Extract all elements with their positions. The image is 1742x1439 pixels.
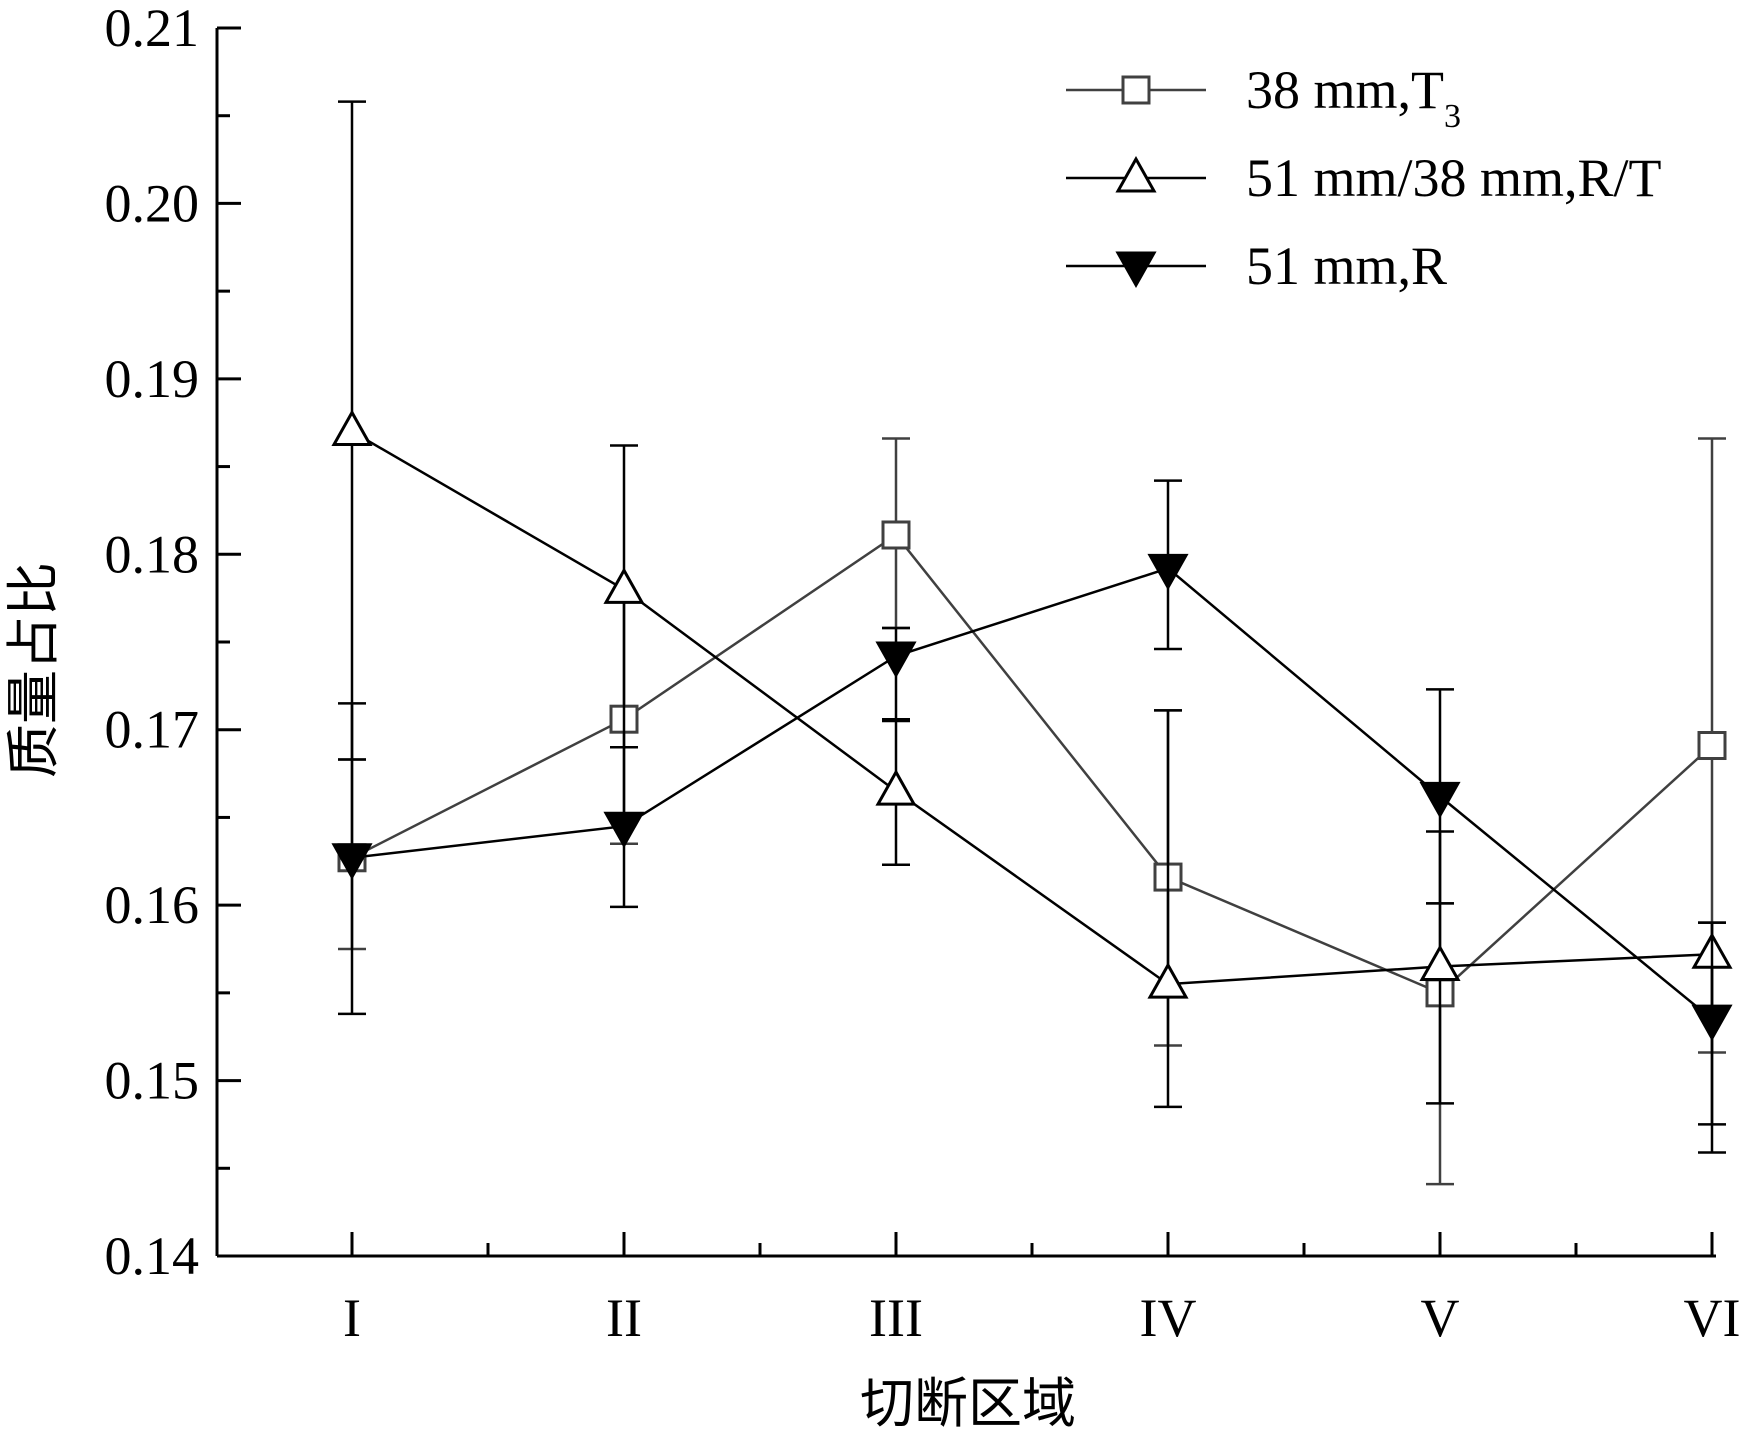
y-tick-label: 0.21 bbox=[105, 0, 200, 58]
series-layer bbox=[331, 100, 1733, 1186]
data-point bbox=[875, 641, 917, 679]
data-point bbox=[331, 843, 373, 880]
series-line bbox=[351, 430, 1713, 986]
x-tick-label: IV bbox=[1140, 1288, 1197, 1348]
x-tick-label: III bbox=[869, 1288, 923, 1348]
axes: 0.140.150.160.170.180.190.200.21I II III IV… bbox=[105, 0, 1741, 1348]
y-tick-label: 0.20 bbox=[105, 173, 200, 233]
data-point bbox=[331, 409, 373, 446]
legend-entry-3: 51 mm,R bbox=[1066, 236, 1447, 296]
y-tick-label: 0.14 bbox=[105, 1226, 200, 1286]
data-point bbox=[1691, 1004, 1733, 1042]
data-point bbox=[1147, 962, 1189, 999]
x-tick-label: V bbox=[1421, 1288, 1460, 1348]
data-point bbox=[603, 567, 645, 604]
series-line bbox=[351, 566, 1713, 1021]
series-3 bbox=[331, 479, 1733, 1154]
legend-entry-2: 51 mm/38 mm,R/T bbox=[1066, 148, 1662, 208]
data-point bbox=[603, 811, 645, 849]
data-point bbox=[1419, 944, 1461, 982]
y-tick-label: 0.19 bbox=[105, 349, 200, 409]
legend-label: 51 mm/38 mm,R/T bbox=[1246, 148, 1662, 208]
legend-marker bbox=[1115, 155, 1157, 193]
legend-label: 51 mm,R bbox=[1246, 236, 1447, 296]
x-tick-label: II bbox=[606, 1288, 642, 1348]
legend-label: 38 mm,T3 bbox=[1246, 60, 1461, 135]
series-1 bbox=[337, 437, 1727, 1186]
legend: 38 mm,T3 51 mm/38 mm,R/T 51 mm,R bbox=[1066, 60, 1662, 296]
x-tick-label: I bbox=[343, 1288, 361, 1348]
data-point bbox=[1697, 731, 1727, 761]
y-tick-label: 0.15 bbox=[105, 1051, 200, 1111]
legend-entry-1: 38 mm,T3 bbox=[1066, 60, 1461, 135]
y-tick-label: 0.18 bbox=[105, 524, 200, 584]
legend-marker bbox=[1121, 75, 1151, 105]
series-line bbox=[351, 533, 1713, 995]
y-tick-label: 0.17 bbox=[105, 700, 200, 760]
data-point bbox=[875, 769, 917, 806]
data-point bbox=[881, 520, 911, 550]
x-tick-label: VI bbox=[1684, 1288, 1741, 1348]
data-point bbox=[1419, 781, 1461, 819]
y-tick-label: 0.16 bbox=[105, 875, 200, 935]
y-axis-title: 质量占比 bbox=[2, 562, 65, 778]
data-point bbox=[1147, 553, 1189, 591]
legend-marker bbox=[1115, 251, 1157, 289]
x-axis-title: 切断区域 bbox=[860, 1372, 1076, 1435]
